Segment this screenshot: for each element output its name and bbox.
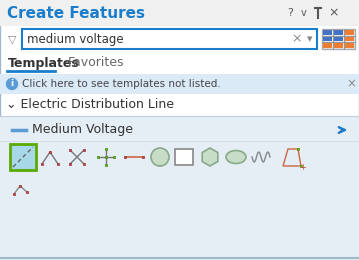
- Bar: [124, 156, 126, 158]
- Bar: [323, 37, 332, 41]
- Bar: [69, 149, 71, 151]
- Bar: [113, 156, 115, 158]
- Text: ?: ?: [287, 8, 293, 18]
- Polygon shape: [202, 148, 218, 166]
- Bar: [69, 163, 71, 165]
- Bar: [334, 43, 343, 48]
- Bar: [41, 163, 43, 165]
- Circle shape: [6, 79, 18, 89]
- Bar: [83, 163, 85, 165]
- Text: ⌄ Electric Distribution Line: ⌄ Electric Distribution Line: [6, 99, 174, 112]
- Bar: [105, 164, 107, 166]
- Text: ×: ×: [346, 77, 356, 90]
- Bar: [19, 185, 21, 187]
- Text: Medium Voltage: Medium Voltage: [32, 124, 133, 136]
- Bar: [300, 165, 302, 167]
- Text: Favorites: Favorites: [68, 56, 125, 69]
- Bar: [0, 116, 359, 260]
- Bar: [22, 29, 317, 49]
- Bar: [26, 191, 28, 193]
- Text: Create Features: Create Features: [7, 5, 145, 21]
- Text: ×: ×: [292, 32, 302, 46]
- Bar: [322, 29, 355, 49]
- Bar: [323, 30, 332, 35]
- Bar: [323, 43, 332, 48]
- Bar: [83, 149, 85, 151]
- Circle shape: [151, 148, 169, 166]
- Bar: [175, 149, 193, 165]
- Bar: [0, 74, 359, 94]
- Text: v: v: [301, 8, 307, 18]
- Bar: [13, 193, 15, 195]
- Text: Templates: Templates: [8, 56, 80, 69]
- Text: i: i: [10, 80, 14, 88]
- Bar: [97, 156, 99, 158]
- Bar: [345, 37, 354, 41]
- Bar: [49, 151, 51, 153]
- Bar: [0, 0, 359, 26]
- Ellipse shape: [226, 151, 246, 164]
- Text: +: +: [299, 164, 307, 172]
- Bar: [10, 144, 36, 170]
- Text: Click here to see templates not listed.: Click here to see templates not listed.: [22, 79, 221, 89]
- Bar: [105, 156, 107, 158]
- Bar: [334, 30, 343, 35]
- Bar: [334, 37, 343, 41]
- Bar: [105, 148, 107, 150]
- Bar: [297, 148, 299, 150]
- Bar: [142, 156, 144, 158]
- Bar: [345, 30, 354, 35]
- Bar: [345, 43, 354, 48]
- Text: medium voltage: medium voltage: [27, 32, 123, 46]
- Text: ▽: ▽: [8, 34, 16, 44]
- Text: ×: ×: [329, 6, 339, 20]
- Bar: [57, 163, 59, 165]
- Text: ▾: ▾: [307, 34, 313, 44]
